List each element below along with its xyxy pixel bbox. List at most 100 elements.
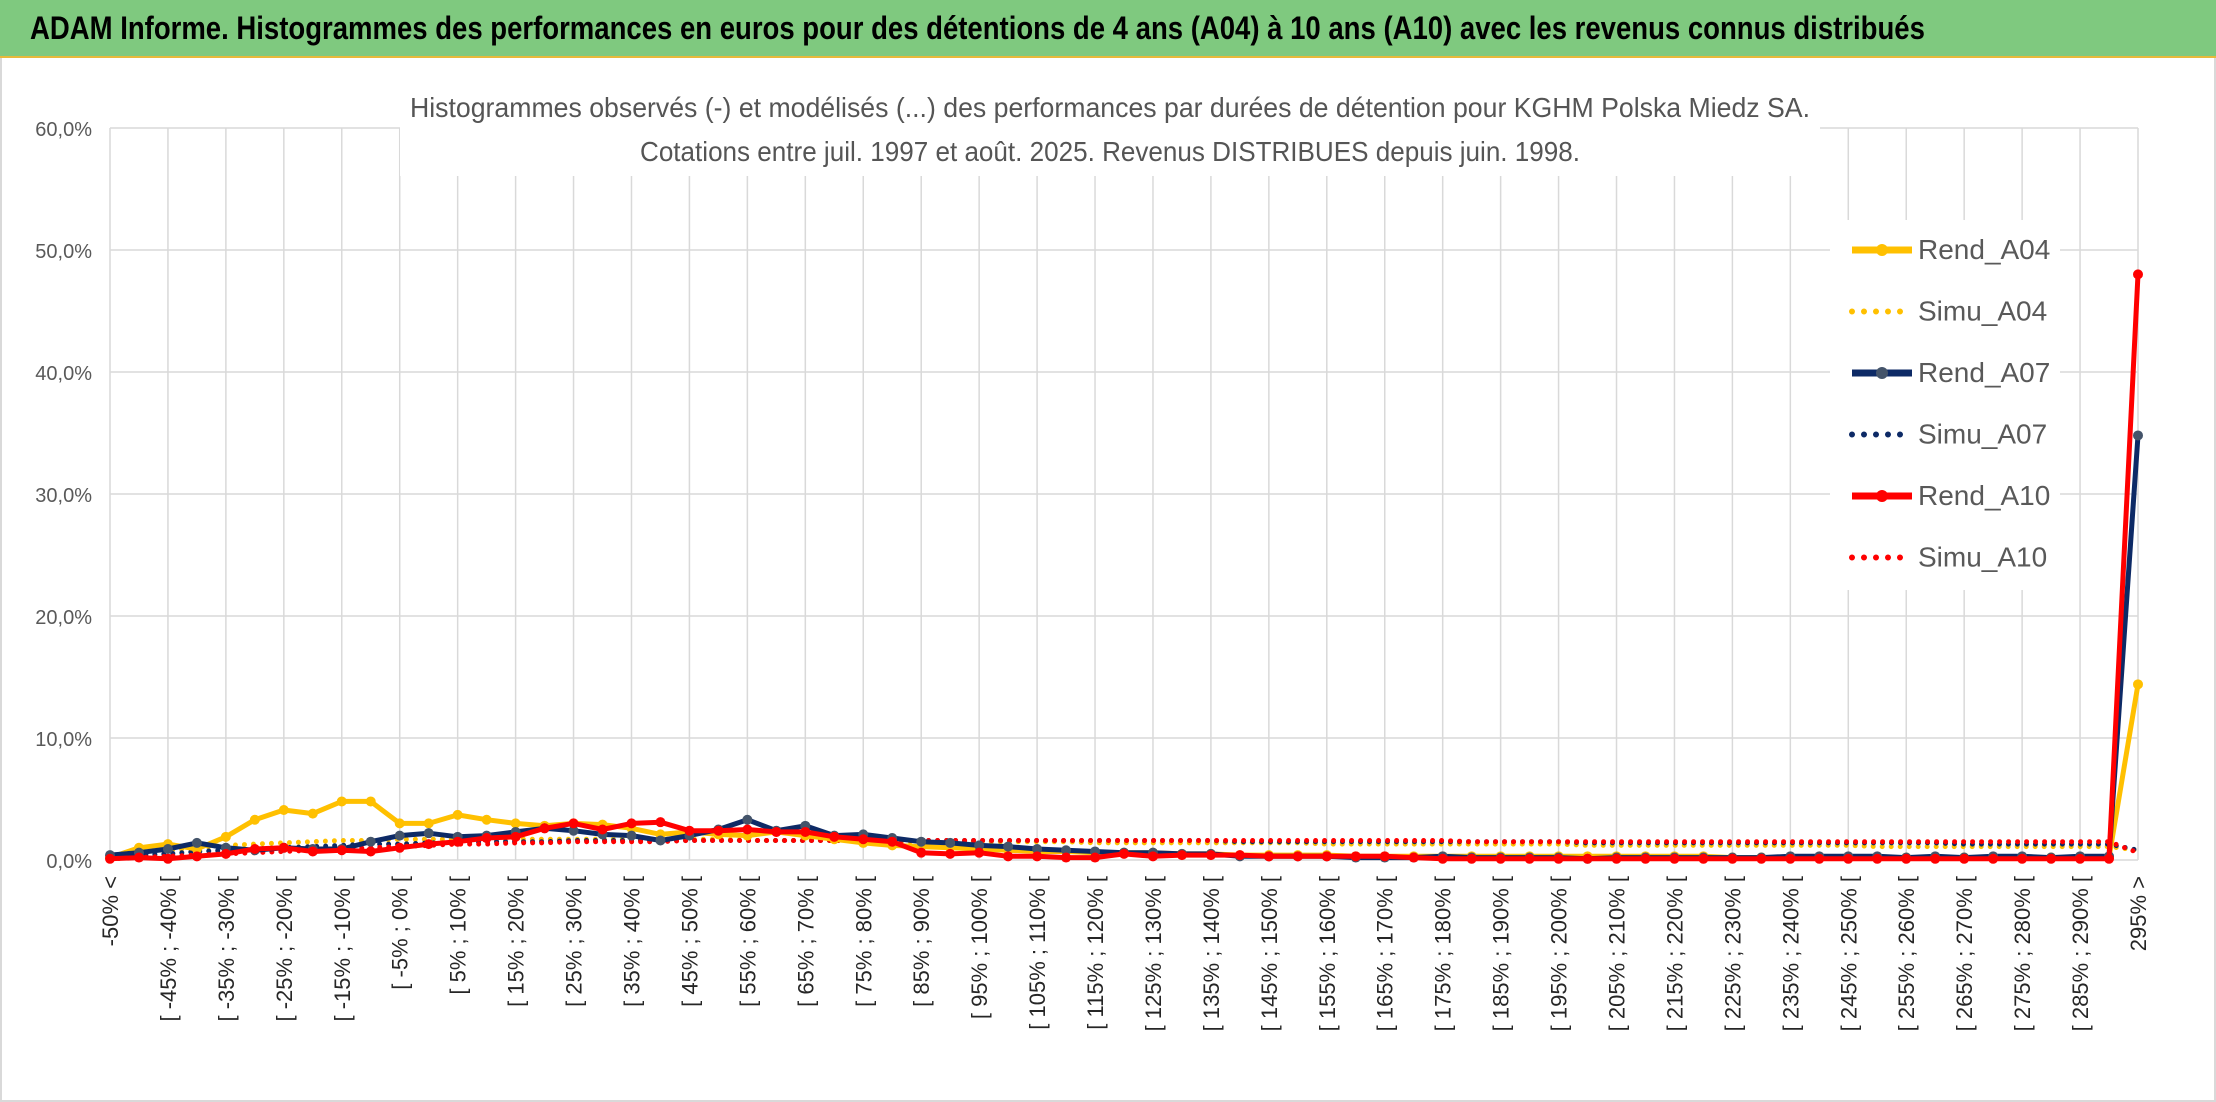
chart-subtitle: Cotations entre juil. 1997 et août. 2025… [640, 136, 1580, 167]
data-point [568, 818, 579, 829]
data-point [249, 814, 260, 825]
x-tick-label: [ 75% ; 80% [ [851, 876, 876, 1007]
data-point [858, 834, 869, 845]
legend-item-rend-a10: Rend_A10 [1852, 480, 2050, 511]
x-tick-label: [ 155% ; 160% [ [1315, 876, 1340, 1031]
data-point [1205, 850, 1216, 861]
x-tick-label: [ 165% ; 170% [ [1373, 876, 1398, 1031]
x-tick-label: [ 45% ; 50% [ [677, 876, 702, 1007]
x-tick-label: [ 255% ; 260% [ [1894, 876, 1919, 1031]
data-point [597, 824, 608, 835]
x-tick-label: [ 125% ; 130% [ [1141, 876, 1166, 1031]
data-point [423, 839, 434, 850]
data-point [191, 837, 202, 848]
data-point [1032, 851, 1043, 862]
x-tick-label: [ 65% ; 70% [ [793, 876, 818, 1007]
data-point [626, 818, 637, 829]
data-point [278, 842, 289, 853]
x-tick-label: [ 95% ; 100% [ [967, 876, 992, 1019]
legend-label: Simu_A07 [1918, 419, 2047, 450]
data-point [568, 825, 579, 836]
data-point [945, 837, 956, 848]
data-point [539, 823, 550, 834]
report-title: ADAM Informe. Histogrammes des performan… [30, 10, 1925, 46]
data-point [1321, 851, 1332, 862]
y-tick-label: 20,0% [35, 607, 92, 629]
x-tick-label: [ 85% ; 90% [ [909, 876, 934, 1007]
data-point [742, 824, 753, 835]
data-point [452, 836, 463, 847]
x-tick-label: [ -5% ; 0% [ [388, 876, 413, 990]
data-point [1930, 853, 1941, 864]
data-point [278, 804, 289, 815]
data-point [1814, 853, 1825, 864]
data-point [1959, 853, 1970, 864]
data-point [510, 831, 521, 842]
data-point [452, 809, 463, 820]
data-point [423, 828, 434, 839]
data-point [916, 836, 927, 847]
data-point [191, 851, 202, 862]
y-axis-tick-labels: 0,0% 10,0% 20,0% 30,0% 40,0% 50,0% 60,0% [35, 119, 92, 873]
data-point [1872, 853, 1883, 864]
x-tick-label: [ 15% ; 20% [ [504, 876, 529, 1007]
data-point [1408, 852, 1419, 863]
data-point [2133, 430, 2143, 441]
x-tick-label: -50% < [98, 876, 123, 946]
data-point [394, 842, 405, 853]
x-tick-label: [ 245% ; 250% [ [1836, 876, 1861, 1031]
title-background [400, 86, 1820, 176]
data-point [162, 844, 173, 855]
data-point [365, 846, 376, 857]
data-point [1698, 853, 1709, 864]
data-point [1147, 851, 1158, 862]
x-tick-label: [ 265% ; 270% [ [1952, 876, 1977, 1031]
header-banner: ADAM Informe. Histogrammes des performan… [0, 0, 2216, 58]
x-tick-label: [ 25% ; 30% [ [562, 876, 587, 1007]
x-tick-label: [ -25% ; -20% [ [272, 876, 297, 1022]
data-point [133, 852, 144, 863]
data-point [1640, 853, 1651, 864]
data-point [945, 848, 956, 859]
series-line-rend-a04 [109, 683, 2141, 861]
data-point [1582, 853, 1593, 864]
x-axis-tick-labels: -50% < [ -45% ; -40% [[ -35% ; -30% [[ -2… [98, 876, 2151, 1031]
data-point [2017, 853, 2028, 864]
x-tick-label: [ 225% ; 230% [ [1720, 876, 1745, 1031]
data-point [800, 826, 811, 837]
data-point [307, 808, 318, 819]
legend-label: Rend_A04 [1918, 234, 2050, 265]
data-point [2133, 679, 2143, 690]
data-point [336, 845, 347, 856]
data-point [481, 814, 492, 825]
data-point [2075, 853, 2086, 864]
data-point [771, 826, 782, 837]
legend-label: Rend_A07 [1918, 357, 2050, 388]
x-tick-label: [ 35% ; 40% [ [619, 876, 644, 1007]
x-tick-label: 295% > [2126, 876, 2151, 951]
series-line-simu-a04 [107, 836, 2141, 859]
data-point [220, 831, 231, 842]
data-point [394, 818, 405, 829]
data-point [1437, 853, 1448, 864]
y-tick-label: 30,0% [35, 485, 92, 507]
data-point [105, 853, 115, 864]
data-point [713, 825, 724, 836]
data-point [365, 836, 376, 847]
x-tick-label: [ -45% ; -40% [ [156, 876, 181, 1022]
data-point [423, 818, 434, 829]
data-point [1003, 851, 1014, 862]
chart-title: Histogrammes observés (-) et modélisés (… [410, 92, 1810, 123]
data-point [220, 848, 231, 859]
legend-marker [1876, 244, 1888, 256]
legend-marker [1876, 367, 1888, 379]
data-point [829, 831, 840, 842]
data-point [1669, 853, 1680, 864]
y-tick-label: 40,0% [35, 363, 92, 385]
data-point [1032, 844, 1043, 855]
legend-item-simu-a07: Simu_A07 [1849, 419, 2047, 450]
x-tick-label: [ 195% ; 200% [ [1547, 876, 1572, 1031]
data-point [1785, 853, 1796, 864]
y-tick-label: 60,0% [35, 119, 92, 141]
x-tick-label: [ 185% ; 190% [ [1489, 876, 1514, 1031]
